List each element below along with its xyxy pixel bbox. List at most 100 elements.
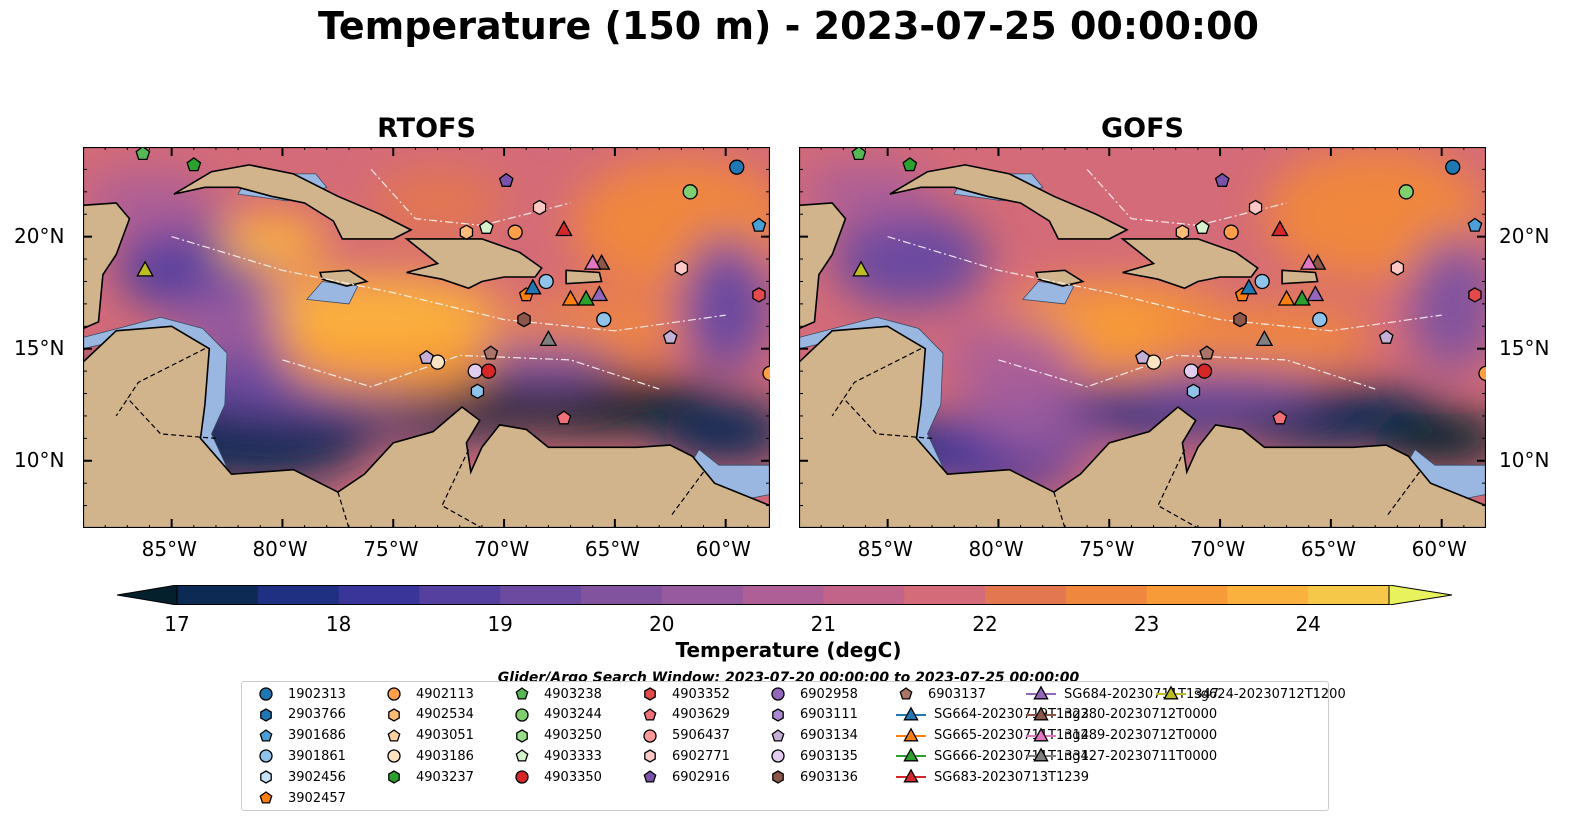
platform-marker[interactable] — [1445, 159, 1461, 175]
platform-marker[interactable] — [419, 349, 434, 364]
map-panel-rtofs[interactable] — [83, 147, 770, 528]
legend-marker[interactable] — [899, 687, 913, 700]
platform-marker[interactable] — [752, 287, 766, 303]
platform-marker[interactable] — [539, 329, 558, 346]
platform-marker[interactable] — [498, 172, 514, 187]
platform-marker[interactable] — [1306, 285, 1325, 302]
platform-marker[interactable] — [1468, 287, 1482, 303]
platform-marker[interactable] — [1378, 329, 1394, 344]
platform-marker[interactable] — [902, 157, 918, 172]
legend-marker[interactable] — [643, 728, 657, 743]
platform-marker[interactable] — [555, 220, 573, 237]
legend-marker[interactable] — [387, 749, 401, 764]
legend-marker[interactable] — [515, 749, 529, 762]
platform-marker[interactable] — [1467, 217, 1483, 232]
platform-marker[interactable] — [1271, 220, 1289, 237]
platform-marker[interactable] — [1272, 410, 1288, 425]
platform-marker[interactable] — [1135, 349, 1150, 364]
legend-marker[interactable] — [259, 728, 273, 742]
legend-marker[interactable] — [515, 687, 529, 700]
platform-marker[interactable] — [852, 260, 870, 277]
platform-marker[interactable] — [524, 278, 542, 295]
platform-marker[interactable] — [662, 329, 678, 344]
legend-marker[interactable] — [260, 770, 272, 784]
legend-marker[interactable] — [771, 728, 785, 742]
legend-marker[interactable] — [903, 727, 919, 742]
platform-marker[interactable] — [1398, 184, 1414, 200]
platform-marker[interactable] — [532, 199, 547, 216]
platform-marker[interactable] — [1194, 219, 1210, 234]
legend-marker[interactable] — [388, 708, 400, 722]
platform-marker[interactable] — [1312, 311, 1328, 328]
platform-marker[interactable] — [470, 383, 485, 400]
platform-marker[interactable] — [1248, 199, 1263, 216]
platform-marker[interactable] — [561, 289, 580, 306]
platform-marker[interactable] — [538, 273, 554, 290]
legend-marker[interactable] — [772, 770, 784, 784]
platform-marker[interactable] — [1240, 278, 1258, 295]
platform-marker[interactable] — [674, 260, 689, 276]
platform-marker[interactable] — [596, 311, 612, 328]
legend-marker[interactable] — [1033, 747, 1049, 762]
legend-marker[interactable] — [644, 687, 656, 701]
legend-marker[interactable] — [259, 749, 273, 764]
platform-marker[interactable] — [1196, 363, 1213, 379]
legend-marker[interactable] — [643, 770, 657, 783]
platform-marker[interactable] — [1175, 224, 1190, 240]
legend-marker[interactable] — [1033, 706, 1049, 721]
platform-marker[interactable] — [729, 159, 745, 175]
platform-marker[interactable] — [1299, 253, 1318, 270]
legend-marker[interactable] — [903, 768, 919, 783]
legend-marker[interactable] — [259, 687, 273, 701]
platform-marker[interactable] — [1183, 363, 1199, 379]
platform-marker[interactable] — [135, 147, 151, 161]
platform-marker[interactable] — [583, 253, 602, 270]
platform-marker[interactable] — [1233, 311, 1247, 328]
map-panel-gofs[interactable] — [799, 147, 1486, 528]
platform-marker[interactable] — [1293, 289, 1311, 306]
legend-marker[interactable] — [1033, 727, 1049, 742]
legend-marker[interactable] — [644, 749, 656, 764]
platform-marker[interactable] — [556, 410, 572, 425]
platform-marker[interactable] — [467, 363, 483, 379]
legend-marker[interactable] — [903, 706, 919, 721]
legend-marker[interactable] — [771, 749, 785, 764]
legend-marker[interactable] — [903, 747, 919, 762]
platform-marker[interactable] — [480, 363, 497, 379]
platform-marker[interactable] — [483, 345, 499, 360]
platform-marker[interactable] — [517, 311, 531, 328]
legend-marker[interactable] — [772, 708, 784, 722]
legend-marker[interactable] — [515, 708, 529, 722]
legend-marker[interactable] — [388, 770, 400, 784]
legend-marker[interactable] — [771, 687, 785, 701]
platform-marker[interactable] — [507, 224, 523, 240]
platform-marker[interactable] — [186, 157, 202, 172]
legend-marker[interactable] — [260, 708, 272, 722]
legend-marker[interactable] — [515, 770, 529, 784]
platform-marker[interactable] — [136, 260, 154, 277]
platform-marker[interactable] — [1254, 273, 1270, 290]
platform-marker[interactable] — [682, 184, 698, 200]
platform-marker[interactable] — [590, 285, 609, 302]
platform-marker[interactable] — [1277, 289, 1296, 306]
platform-marker[interactable] — [1223, 224, 1239, 240]
platform-marker[interactable] — [577, 289, 595, 306]
platform-marker[interactable] — [1186, 383, 1201, 400]
platform-marker[interactable] — [459, 224, 474, 240]
legend-marker[interactable] — [1163, 685, 1179, 700]
platform-marker[interactable] — [1214, 172, 1230, 187]
platform-marker[interactable] — [751, 217, 767, 232]
platform-marker[interactable] — [1390, 260, 1405, 276]
legend-marker[interactable] — [516, 728, 528, 743]
platform-marker[interactable] — [851, 147, 867, 161]
platform-marker[interactable] — [1199, 345, 1215, 360]
legend-marker[interactable] — [387, 728, 401, 742]
platform-marker[interactable] — [478, 219, 494, 234]
legend-marker[interactable] — [387, 687, 401, 701]
legend-marker[interactable] — [643, 707, 657, 721]
platform-marker[interactable] — [762, 365, 770, 382]
legend-marker[interactable] — [259, 791, 273, 804]
platform-marker[interactable] — [1255, 329, 1274, 346]
platform-marker[interactable] — [1478, 365, 1486, 382]
legend-marker[interactable] — [1033, 685, 1049, 700]
